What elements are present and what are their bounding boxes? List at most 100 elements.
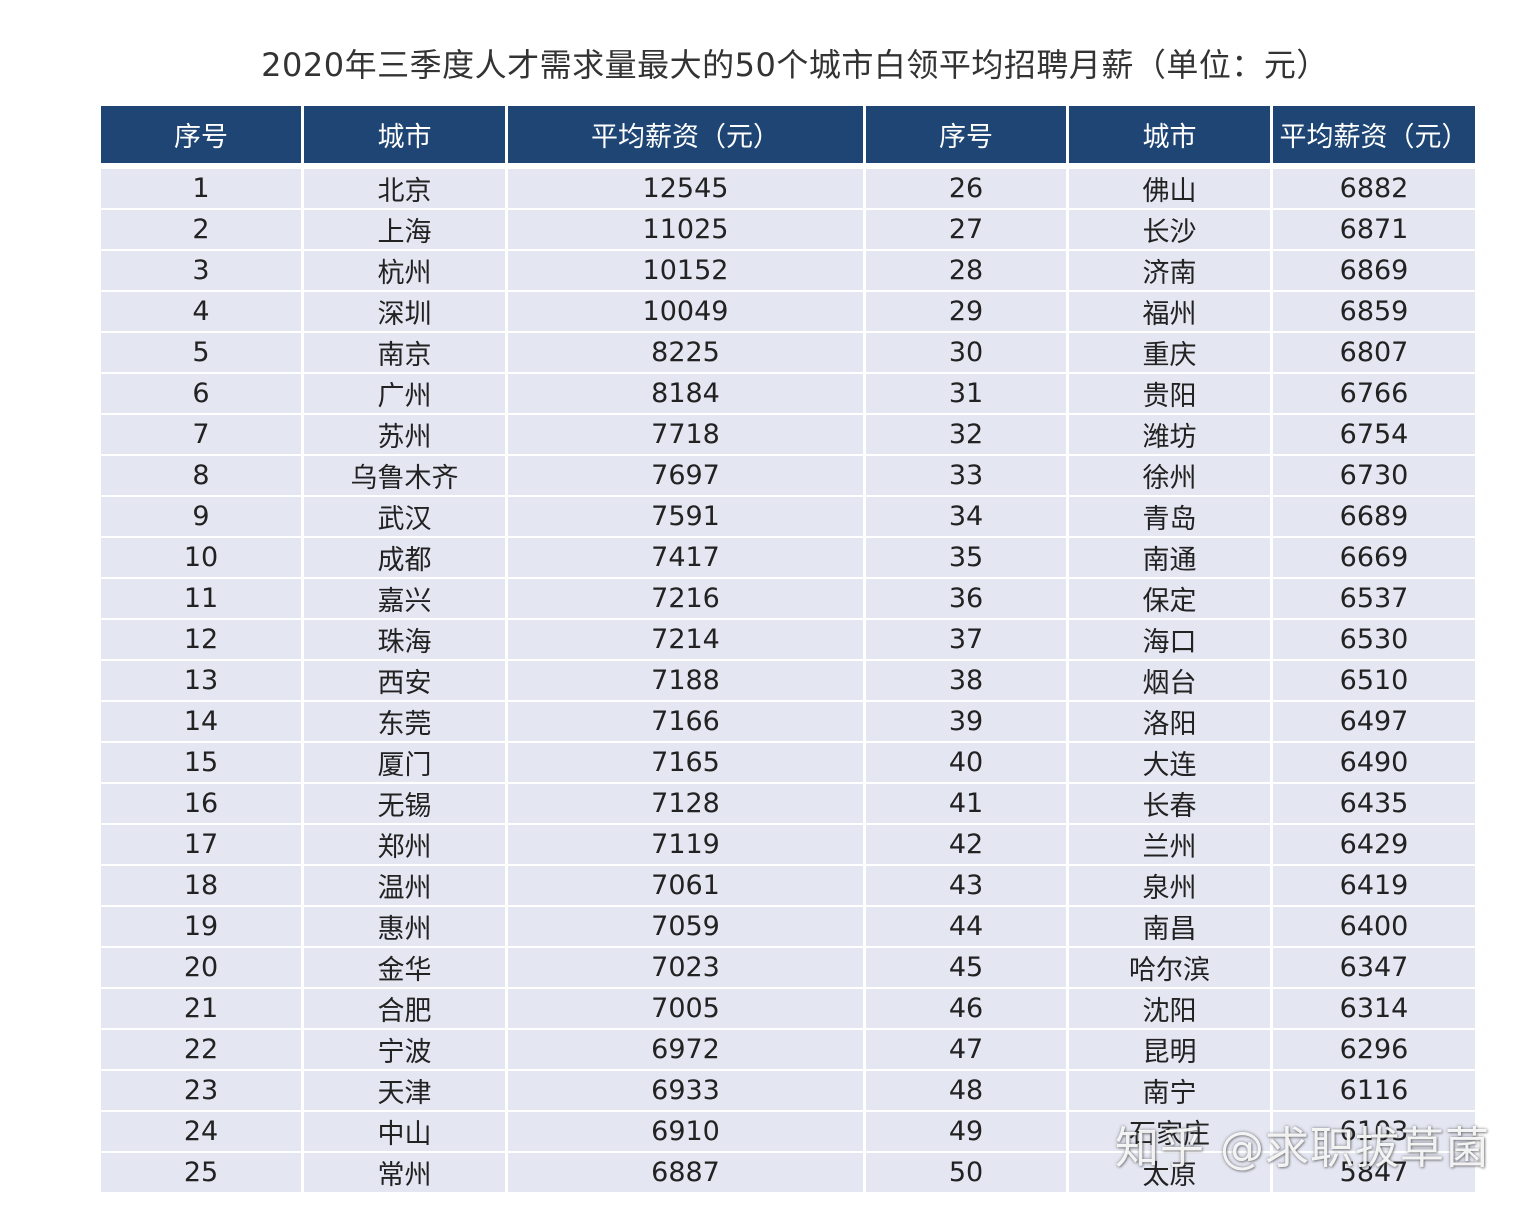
city-cell: 武汉 <box>304 497 508 538</box>
salary-cell: 6314 <box>1273 989 1475 1030</box>
rank-cell: 14 <box>101 702 304 743</box>
rank-cell: 23 <box>101 1071 304 1112</box>
city-cell: 北京 <box>304 169 508 210</box>
salary-cell: 6490 <box>1273 743 1475 784</box>
rank-cell: 2 <box>101 210 304 251</box>
city-cell: 泉州 <box>1069 866 1273 907</box>
city-cell: 合肥 <box>304 989 508 1030</box>
rank-cell: 12 <box>101 620 304 661</box>
rank-cell: 29 <box>866 292 1069 333</box>
city-cell: 嘉兴 <box>304 579 508 620</box>
rank-cell: 17 <box>101 825 304 866</box>
rank-cell: 42 <box>866 825 1069 866</box>
salary-cell: 10152 <box>508 251 866 292</box>
rank-cell: 35 <box>866 538 1069 579</box>
header-salary: 平均薪资（元） <box>1273 106 1475 163</box>
city-cell: 徐州 <box>1069 456 1273 497</box>
salary-cell: 6871 <box>1273 210 1475 251</box>
salary-cell: 6882 <box>1273 169 1475 210</box>
salary-cell: 7216 <box>508 579 866 620</box>
table-row: 10 成都 7417 35 南通 6669 <box>101 538 1475 579</box>
salary-cell: 7591 <box>508 497 866 538</box>
rank-cell: 13 <box>101 661 304 702</box>
salary-cell: 6730 <box>1273 456 1475 497</box>
city-cell: 沈阳 <box>1069 989 1273 1030</box>
table-row: 17 郑州 7119 42 兰州 6429 <box>101 825 1475 866</box>
rank-cell: 26 <box>866 169 1069 210</box>
table-row: 18 温州 7061 43 泉州 6419 <box>101 866 1475 907</box>
rank-cell: 47 <box>866 1030 1069 1071</box>
rank-cell: 50 <box>866 1153 1069 1194</box>
salary-cell: 7005 <box>508 989 866 1030</box>
salary-cell: 6400 <box>1273 907 1475 948</box>
city-cell: 佛山 <box>1069 169 1273 210</box>
table-row: 16 无锡 7128 41 长春 6435 <box>101 784 1475 825</box>
salary-cell: 7417 <box>508 538 866 579</box>
table-row: 6 广州 8184 31 贵阳 6766 <box>101 374 1475 415</box>
city-cell: 惠州 <box>304 907 508 948</box>
salary-cell: 8184 <box>508 374 866 415</box>
salary-cell: 7188 <box>508 661 866 702</box>
rank-cell: 28 <box>866 251 1069 292</box>
rank-cell: 22 <box>101 1030 304 1071</box>
city-cell: 东莞 <box>304 702 508 743</box>
rank-cell: 9 <box>101 497 304 538</box>
salary-cell: 7119 <box>508 825 866 866</box>
salary-cell: 6972 <box>508 1030 866 1071</box>
salary-cell: 12545 <box>508 169 866 210</box>
city-cell: 苏州 <box>304 415 508 456</box>
city-cell: 大连 <box>1069 743 1273 784</box>
city-cell: 厦门 <box>304 743 508 784</box>
city-cell: 上海 <box>304 210 508 251</box>
rank-cell: 48 <box>866 1071 1069 1112</box>
salary-cell: 7128 <box>508 784 866 825</box>
city-cell: 长春 <box>1069 784 1273 825</box>
salary-cell: 6807 <box>1273 333 1475 374</box>
city-cell: 南宁 <box>1069 1071 1273 1112</box>
rank-cell: 10 <box>101 538 304 579</box>
table-row: 15 厦门 7165 40 大连 6490 <box>101 743 1475 784</box>
city-cell: 天津 <box>304 1071 508 1112</box>
rank-cell: 30 <box>866 333 1069 374</box>
rank-cell: 49 <box>866 1112 1069 1153</box>
city-cell: 成都 <box>304 538 508 579</box>
header-salary: 平均薪资（元） <box>508 106 866 163</box>
rank-cell: 46 <box>866 989 1069 1030</box>
rank-cell: 11 <box>101 579 304 620</box>
salary-cell: 6116 <box>1273 1071 1475 1112</box>
table-row: 14 东莞 7166 39 洛阳 6497 <box>101 702 1475 743</box>
rank-cell: 19 <box>101 907 304 948</box>
city-cell: 广州 <box>304 374 508 415</box>
salary-cell: 6347 <box>1273 948 1475 989</box>
city-cell: 常州 <box>304 1153 508 1194</box>
salary-cell: 8225 <box>508 333 866 374</box>
table-row: 1 北京 12545 26 佛山 6882 <box>101 169 1475 210</box>
salary-cell: 7718 <box>508 415 866 456</box>
salary-cell: 6933 <box>508 1071 866 1112</box>
salary-cell: 6910 <box>508 1112 866 1153</box>
city-cell: 石家庄 <box>1069 1112 1273 1153</box>
table-row: 4 深圳 10049 29 福州 6859 <box>101 292 1475 333</box>
table-row: 21 合肥 7005 46 沈阳 6314 <box>101 989 1475 1030</box>
page-title: 2020年三季度人才需求量最大的50个城市白领平均招聘月薪（单位：元） <box>261 46 1329 84</box>
table-row: 20 金华 7023 45 哈尔滨 6347 <box>101 948 1475 989</box>
rank-cell: 40 <box>866 743 1069 784</box>
city-cell: 保定 <box>1069 579 1273 620</box>
city-cell: 宁波 <box>304 1030 508 1071</box>
city-cell: 中山 <box>304 1112 508 1153</box>
rank-cell: 25 <box>101 1153 304 1194</box>
rank-cell: 7 <box>101 415 304 456</box>
rank-cell: 43 <box>866 866 1069 907</box>
city-cell: 重庆 <box>1069 333 1273 374</box>
salary-cell: 7166 <box>508 702 866 743</box>
salary-cell: 6510 <box>1273 661 1475 702</box>
rank-cell: 1 <box>101 169 304 210</box>
city-cell: 洛阳 <box>1069 702 1273 743</box>
city-cell: 珠海 <box>304 620 508 661</box>
rank-cell: 8 <box>101 456 304 497</box>
rank-cell: 15 <box>101 743 304 784</box>
city-cell: 福州 <box>1069 292 1273 333</box>
table-row: 11 嘉兴 7216 36 保定 6537 <box>101 579 1475 620</box>
city-cell: 深圳 <box>304 292 508 333</box>
salary-cell: 7023 <box>508 948 866 989</box>
